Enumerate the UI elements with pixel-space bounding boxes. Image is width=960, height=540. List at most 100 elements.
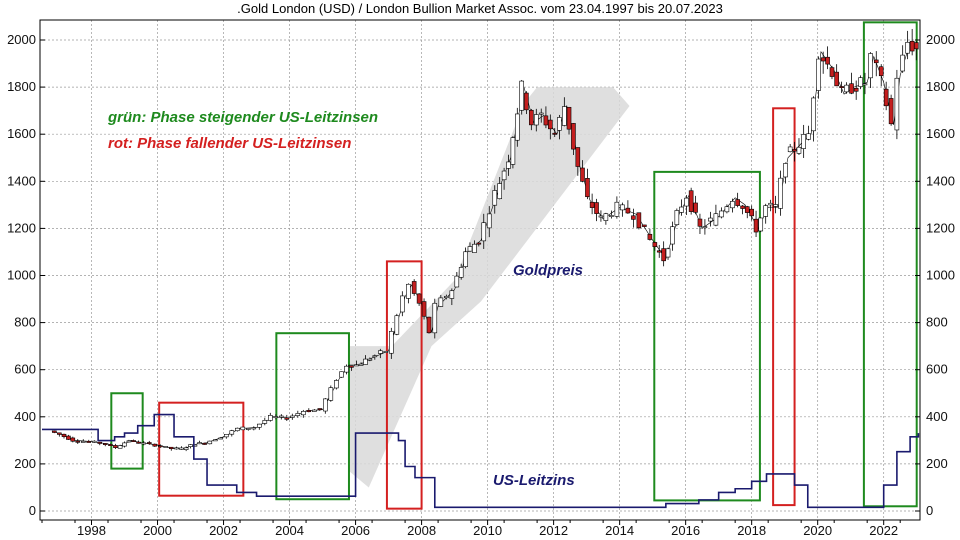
gold-candle: [344, 365, 349, 373]
gold-candle: [538, 112, 544, 115]
gold-candle: [562, 106, 567, 126]
y-tick-label: 0: [926, 503, 933, 518]
phase-box-falling: [158, 401, 245, 497]
gold-candle: [334, 380, 339, 389]
gold-candle: [844, 84, 849, 93]
gold-candle: [801, 134, 806, 149]
gold-candle: [647, 233, 653, 240]
gold-candle: [57, 432, 62, 435]
x-tick-label: 2006: [341, 523, 370, 538]
gold-candle: [284, 417, 290, 420]
gold-candle: [174, 447, 179, 450]
gold-candle: [367, 358, 373, 361]
gold-candle: [497, 183, 503, 200]
gold-candle: [426, 316, 432, 334]
gold-candle: [697, 218, 703, 227]
x-tick-label: 2010: [473, 523, 502, 538]
gold-candle: [909, 40, 915, 52]
gold-candle: [432, 302, 438, 334]
gold-candle: [207, 440, 213, 445]
gold-candle: [816, 58, 821, 91]
gold-candle: [625, 207, 631, 214]
gold-candle: [192, 444, 198, 447]
interest-rate-line: [42, 413, 920, 509]
gold-candle: [268, 415, 273, 421]
gold-candle: [113, 445, 118, 448]
gold-candle: [467, 246, 473, 252]
gold-candle: [566, 106, 572, 130]
gold-candle: [183, 447, 189, 450]
gold-candle: [463, 251, 468, 267]
gold-candle: [168, 446, 174, 450]
y-tick-label: 400: [14, 409, 36, 424]
gold-candle: [744, 206, 750, 213]
gold-candle: [301, 411, 306, 416]
gold-candle: [598, 215, 604, 218]
gold-candle: [234, 427, 240, 432]
gold-candle: [519, 80, 525, 111]
y-tick-label: 800: [926, 315, 948, 330]
gold-candle: [472, 243, 477, 253]
gold-candle: [883, 88, 889, 107]
y-tick-label: 1400: [926, 173, 955, 188]
gold-candle: [102, 443, 108, 445]
gold-candle: [179, 447, 184, 450]
gold-candle: [438, 297, 444, 307]
gold-candle: [295, 413, 301, 416]
gold-candle: [421, 301, 427, 317]
gold-candle: [763, 205, 768, 217]
plot-frame: [39, 19, 921, 521]
gold-candle: [312, 409, 317, 412]
gold-candle: [416, 293, 422, 304]
gold-candle: [163, 446, 169, 448]
gold-price-series: [51, 28, 919, 452]
gold-candle: [888, 98, 894, 125]
y-tick-label: 200: [926, 456, 948, 471]
gold-candle: [636, 212, 642, 229]
x-axis: 1998 2000 2002 2004 2006 2008 2010 2012 2014 2016…: [41, 520, 901, 538]
chart-title: .Gold London (USD) / London Bullion Mark…: [237, 1, 723, 16]
x-tick-label: 1998: [77, 523, 106, 538]
gold-candle: [806, 133, 811, 140]
gold-candle: [328, 387, 334, 401]
gold-candle: [492, 190, 498, 206]
gold-candle: [656, 250, 662, 253]
x-tick-label: 2000: [143, 523, 172, 538]
gold-candle: [631, 215, 636, 220]
gold-candle: [223, 434, 229, 438]
gold-candle: [188, 444, 193, 447]
gold-candle: [773, 204, 778, 207]
phase-box-falling: [385, 260, 423, 510]
phase-box-rising: [862, 21, 918, 508]
gold-candle: [670, 226, 675, 245]
y-tick-label: 1600: [926, 126, 955, 141]
gold-candle: [735, 199, 740, 206]
x-tick-label: 2004: [275, 523, 304, 538]
phase-box-rising: [275, 332, 350, 501]
gold-candle: [913, 42, 919, 50]
gold-candle: [674, 210, 680, 225]
y-tick-label: 1000: [926, 268, 955, 283]
y-tick-label: 1800: [926, 79, 955, 94]
gold-candle: [719, 210, 724, 218]
gold-candle: [905, 41, 910, 54]
gold-candle: [548, 119, 553, 130]
x-tick-label: 2012: [539, 523, 568, 538]
gold-candle: [730, 201, 735, 209]
gold-candle: [202, 443, 207, 445]
gold-candle: [825, 56, 830, 65]
gold-candle: [652, 242, 658, 247]
gold-candle: [749, 208, 754, 217]
gold-candle: [126, 440, 132, 443]
y-tick-label: 800: [14, 315, 36, 330]
gold-candle: [454, 275, 460, 288]
gold-candle: [354, 364, 359, 367]
gold-candle: [256, 423, 262, 428]
gold-candle: [609, 215, 614, 217]
gold-candle: [684, 197, 689, 207]
gold-candle: [372, 355, 378, 358]
gold-candle: [740, 205, 745, 209]
gold-candle: [400, 295, 405, 313]
gold-candle: [620, 204, 625, 211]
